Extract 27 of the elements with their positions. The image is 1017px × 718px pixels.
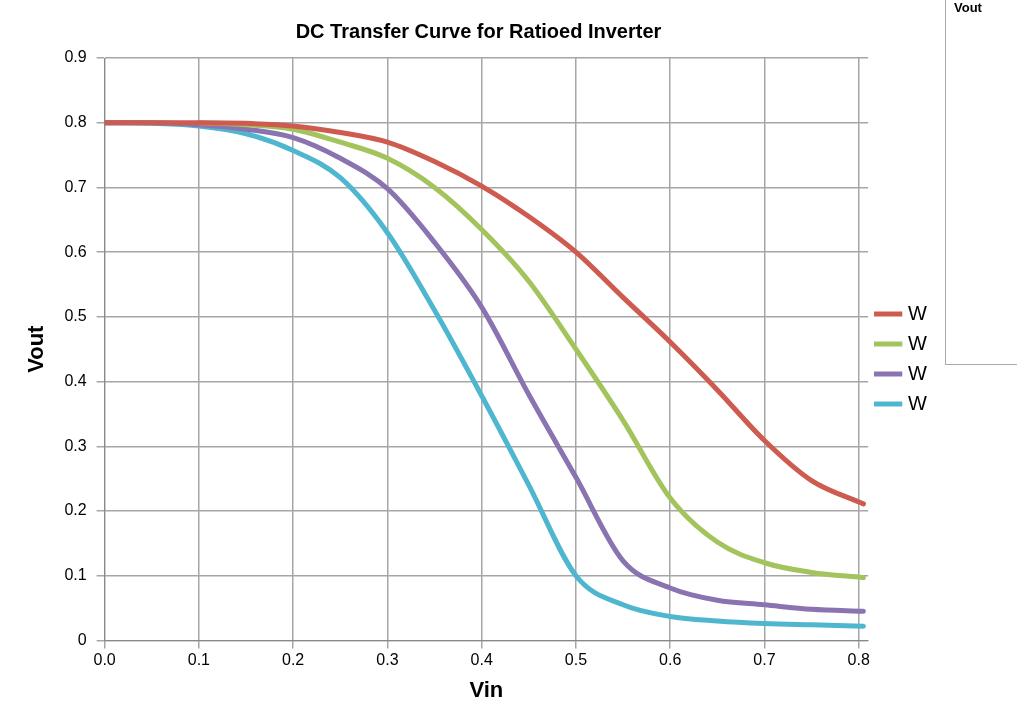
x-tick-label: 0.7: [753, 651, 776, 669]
x-tick-label: 0.0: [93, 651, 116, 669]
chart-title: DC Transfer Curve for Ratioed Inverter: [295, 19, 662, 42]
x-tick-label: 0.3: [376, 651, 399, 669]
legend-label: W: [908, 361, 928, 384]
x-tick-label: 0.4: [470, 651, 493, 669]
legend-label: W: [908, 301, 928, 324]
x-tick-label: 0.8: [847, 651, 870, 669]
y-tick-label: 0.6: [64, 242, 87, 260]
x-tick-label: 0.5: [564, 651, 588, 669]
y-tick-label: 0.8: [64, 113, 87, 131]
y-tick-label: 0.3: [64, 436, 87, 454]
legend-label: W: [908, 331, 928, 354]
y-tick-label: 0.1: [64, 566, 87, 584]
x-axis-title: Vin: [469, 676, 504, 702]
x-tick-label: 0.6: [659, 651, 682, 669]
y-tick-label: 0.2: [64, 501, 87, 519]
y-tick-label: 0.9: [64, 48, 87, 66]
y-tick-label: 0: [77, 630, 87, 648]
legend-label: W: [908, 391, 928, 414]
x-tick-label: 0.1: [187, 651, 211, 669]
x-tick-label: 0.2: [282, 651, 305, 669]
y-tick-label: 0.5: [64, 307, 87, 325]
y-tick-label: 0.7: [64, 177, 87, 195]
y-tick-label: 0.4: [64, 371, 87, 389]
y-axis-title: Vout: [23, 324, 49, 373]
text: Vout: [945, 0, 1017, 365]
